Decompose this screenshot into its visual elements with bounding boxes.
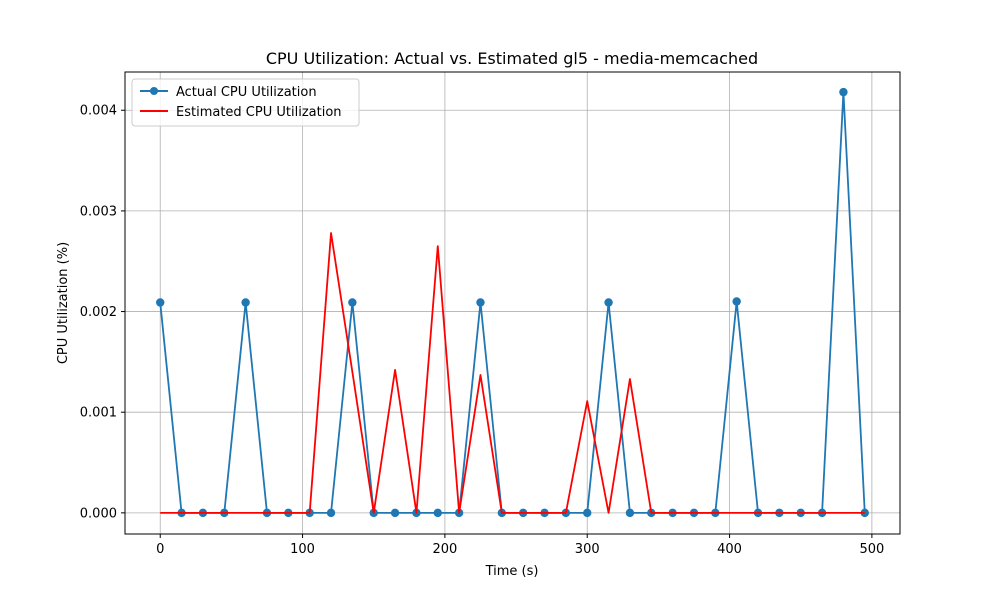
- x-tick-label: 500: [859, 542, 884, 557]
- data-point-actual: [241, 298, 250, 307]
- data-point-actual: [348, 298, 357, 307]
- data-point-actual: [604, 298, 613, 307]
- chart-title: CPU Utilization: Actual vs. Estimated gl…: [266, 49, 758, 68]
- legend-marker-actual: [150, 87, 158, 95]
- x-tick-label: 400: [717, 542, 742, 557]
- y-tick-label: 0.001: [80, 406, 117, 421]
- data-point-actual: [156, 298, 165, 307]
- data-point-actual: [860, 508, 869, 518]
- x-tick-label: 200: [432, 542, 457, 557]
- x-tick-label: 300: [575, 542, 600, 557]
- series-line-estimated: [160, 232, 865, 514]
- data-point-actual: [390, 508, 400, 518]
- y-tick-label: 0.004: [80, 104, 117, 119]
- y-axis-ticks: 0.000 0.001 0.002 0.003 0.004: [80, 104, 125, 521]
- legend-label-actual: Actual CPU Utilization: [176, 85, 317, 100]
- data-point-actual: [476, 298, 485, 307]
- data-point-actual: [839, 87, 848, 97]
- plot-frame: [124, 71, 901, 535]
- legend-label-estimated: Estimated CPU Utilization: [176, 105, 342, 120]
- legend: Actual CPU Utilization Estimated CPU Uti…: [131, 78, 360, 127]
- data-point-actual: [732, 297, 741, 306]
- y-tick-label: 0.002: [80, 305, 117, 320]
- legend-box: [131, 78, 360, 127]
- x-axis-label: Time (s): [485, 564, 539, 579]
- data-point-actual: [583, 508, 592, 518]
- plot-series: [156, 87, 869, 518]
- y-axis-label: CPU Utilization (%): [56, 242, 71, 364]
- data-point-actual: [326, 508, 336, 518]
- x-axis-ticks: 0 100 200 300 400 500: [156, 534, 884, 557]
- data-point-actual: [433, 508, 442, 518]
- data-point-actual: [625, 508, 635, 518]
- x-tick-label: 0: [156, 542, 164, 557]
- y-tick-label: 0.003: [80, 204, 117, 219]
- x-tick-label: 100: [290, 542, 315, 557]
- y-tick-label: 0.000: [80, 506, 117, 521]
